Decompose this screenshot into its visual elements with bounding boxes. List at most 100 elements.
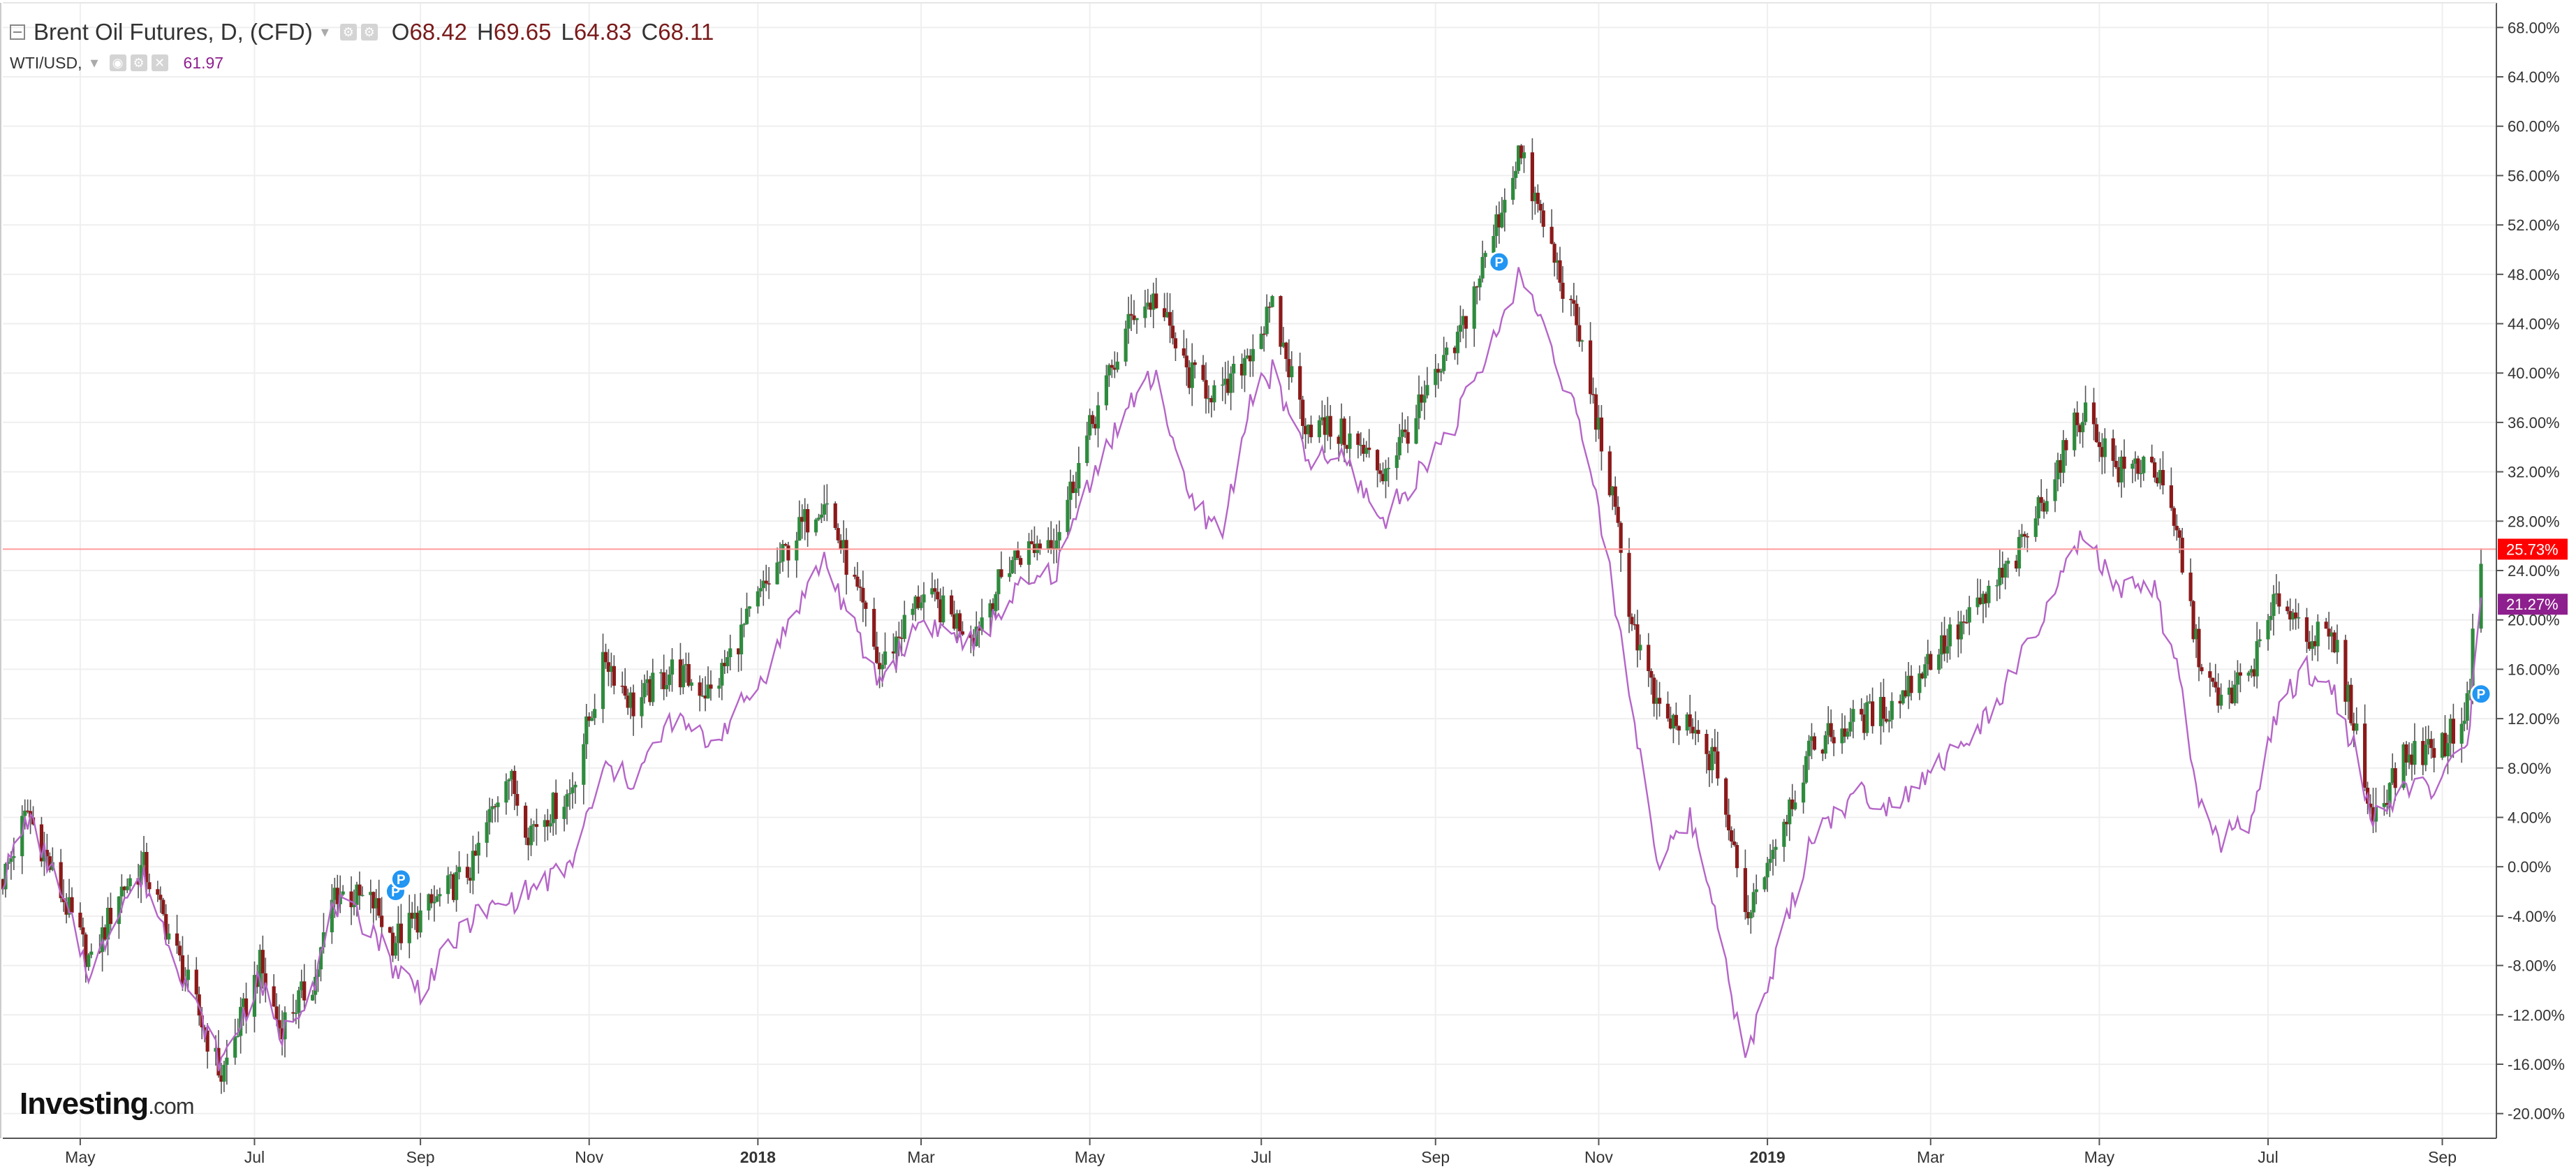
brent-candle: [822, 504, 826, 515]
brent-candle: [1801, 782, 1806, 803]
brent-candle: [1232, 364, 1236, 374]
brent-candle: [26, 810, 30, 812]
main-symbol-label[interactable]: Brent Oil Futures, D, (CFD): [34, 19, 313, 45]
brent-candle: [1909, 675, 1913, 693]
brent-candle: [280, 1028, 284, 1040]
brent-candle: [1530, 152, 1534, 202]
brent-candle: [994, 594, 998, 612]
brent-candle: [939, 599, 943, 623]
brent-candle: [12, 856, 16, 858]
second-symbol-label[interactable]: WTI/USD,: [10, 53, 82, 72]
close-icon[interactable]: ✕: [151, 54, 168, 71]
brent-candle: [2211, 677, 2215, 682]
brent-candle: [2277, 593, 2281, 607]
brent-candle: [930, 588, 934, 595]
brent-candle: [603, 652, 608, 663]
brent-candle: [1284, 342, 1288, 360]
brent-candle: [1541, 210, 1545, 227]
brent-candle: [2304, 617, 2309, 642]
x-tick-label: Jul: [1251, 1148, 1272, 1166]
brent-candle: [125, 886, 129, 890]
brent-candle: [554, 793, 558, 819]
brent-candle: [955, 613, 959, 629]
brent-candle: [2150, 457, 2154, 463]
brent-candle: [545, 820, 550, 827]
brent-candle: [1860, 709, 1864, 715]
eye-icon[interactable]: ◉: [109, 54, 126, 71]
brent-candle: [1478, 278, 1482, 288]
brent-candle: [147, 882, 152, 890]
brent-candle: [1674, 714, 1678, 726]
brent-candle: [1898, 700, 1902, 704]
brent-candle: [957, 613, 962, 632]
brent-candle: [700, 696, 705, 697]
y-tick-label: 40.00%: [2508, 365, 2560, 382]
brent-candle: [194, 969, 198, 994]
brent-candle: [709, 684, 713, 689]
brent-candle: [2352, 723, 2356, 731]
brent-candle: [1732, 841, 1737, 846]
brent-candle: [767, 583, 771, 584]
brent-candle: [1475, 286, 1479, 288]
brent-candle: [2255, 641, 2259, 677]
brent-candle: [42, 850, 47, 862]
brent-candle: [2291, 612, 2295, 620]
brent-candle: [582, 744, 586, 785]
brent-candle: [1143, 306, 1147, 318]
brent-last-value-badge: 25.73%: [2506, 541, 2559, 558]
brent-candle: [952, 614, 957, 629]
brent-candle: [1204, 380, 1208, 399]
format-icon[interactable]: ⚙: [360, 24, 378, 41]
brent-candle: [1422, 395, 1427, 403]
x-tick-label: Sep: [1421, 1148, 1450, 1166]
brent-candle: [1826, 723, 1830, 735]
brent-candle: [1016, 550, 1020, 559]
brent-candle: [1926, 654, 1930, 665]
brent-candle: [1884, 719, 1888, 722]
brent-candle: [1325, 416, 1330, 435]
brent-candle: [2161, 470, 2165, 486]
brent-candle: [2310, 641, 2314, 649]
brent-candle: [678, 659, 683, 688]
brent-candle: [1348, 433, 1352, 449]
chevron-down-icon[interactable]: ▾: [321, 23, 329, 41]
brent-candle: [2045, 501, 2049, 512]
brent-candle: [1279, 296, 1283, 347]
wti-last-value-badge: 21.27%: [2506, 596, 2559, 613]
brent-candle: [902, 615, 906, 639]
brent-candle: [493, 806, 497, 807]
brent-candle: [352, 904, 356, 908]
brent-candle: [698, 682, 702, 696]
brent-candle: [899, 638, 904, 639]
chevron-down-icon[interactable]: ▾: [90, 54, 98, 71]
collapse-icon[interactable]: [10, 24, 25, 40]
brent-candle: [1085, 435, 1089, 464]
settings-icon[interactable]: ⚙: [339, 24, 357, 41]
brent-candle: [548, 823, 552, 827]
brent-candle: [1193, 362, 1197, 365]
brent-candle: [496, 802, 500, 807]
legend-second-row: WTI/USD, ▾ ◉ ⚙ ✕ 61.97: [10, 49, 714, 77]
brent-candle: [1320, 417, 1324, 420]
brent-candle: [1685, 714, 1689, 731]
event-marker: [1488, 251, 1510, 273]
brent-candle: [360, 895, 365, 897]
settings-icon[interactable]: ⚙: [130, 54, 147, 71]
brent-candle: [1710, 747, 1714, 770]
brent-candle: [858, 587, 862, 588]
brent-candle: [587, 716, 591, 721]
brent-candle: [1342, 418, 1346, 446]
brent-candle: [1417, 394, 1421, 418]
brent-candle: [841, 540, 846, 549]
brent-candle: [1367, 448, 1371, 450]
brent-candle: [1242, 358, 1247, 376]
brent-candle: [977, 626, 981, 631]
brent-candle: [1124, 328, 1128, 362]
brent-candle: [222, 1064, 226, 1082]
brent-candle: [1806, 740, 1811, 756]
brent-candle: [2174, 526, 2179, 531]
investing-logo[interactable]: Investing.com: [20, 1087, 195, 1122]
brent-candle: [2349, 684, 2353, 723]
brent-candle: [1245, 355, 1250, 358]
